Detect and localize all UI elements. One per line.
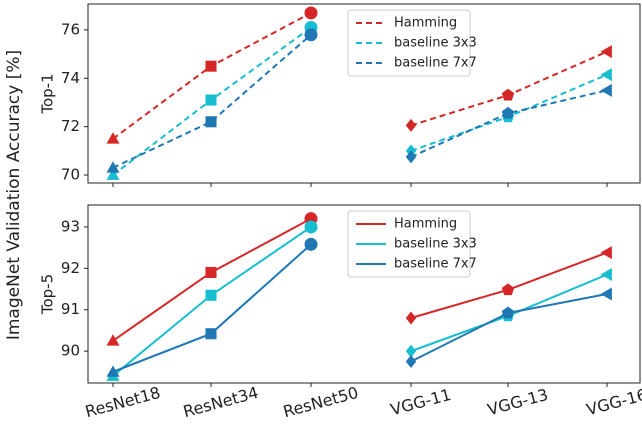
marker: [304, 6, 318, 20]
y-tick-label: 93: [61, 217, 80, 235]
marker: [205, 116, 217, 128]
y-tick-label: 70: [61, 166, 80, 184]
marker: [405, 344, 417, 358]
marker: [600, 268, 612, 282]
marker: [405, 311, 417, 325]
marker: [600, 45, 612, 59]
y-axis-title: ImageNet Validation Accuracy [%]: [4, 50, 24, 340]
marker: [304, 220, 318, 234]
marker: [106, 365, 120, 377]
legend-box: [347, 210, 471, 278]
marker: [501, 283, 515, 296]
marker: [205, 266, 217, 278]
x-tick-label: ResNet50: [281, 383, 360, 421]
marker: [600, 246, 612, 260]
legend-label: baseline 3x3: [394, 237, 477, 252]
series-line: [410, 89, 608, 158]
marker: [304, 237, 318, 251]
marker: [106, 161, 120, 173]
marker: [501, 106, 515, 119]
marker: [405, 354, 417, 368]
x-tick-label: VGG-11: [388, 385, 453, 419]
marker: [405, 150, 417, 164]
panel-ylabel: Top-1: [39, 73, 57, 114]
marker: [205, 60, 217, 72]
marker: [106, 334, 120, 346]
marker: [600, 83, 612, 97]
y-tick-label: 90: [61, 342, 80, 360]
legend-label: baseline 3x3: [394, 36, 477, 51]
series-line: [112, 226, 312, 377]
y-tick-label: 76: [61, 20, 80, 38]
legend-box: [347, 9, 471, 77]
x-tick-label: VGG-13: [485, 385, 550, 419]
marker: [106, 132, 120, 144]
legend-label: baseline 7x7: [394, 56, 477, 71]
x-tick-label: ResNet34: [181, 383, 260, 421]
panel-ylabel: Top-5: [39, 274, 57, 315]
x-tick-label: ResNet18: [83, 383, 162, 421]
series-line: [112, 217, 312, 342]
y-tick-label: 91: [61, 300, 80, 318]
marker: [600, 287, 612, 301]
plot-area: [87, 204, 641, 384]
marker: [106, 168, 120, 180]
y-tick-label: 72: [61, 117, 80, 135]
series-line: [410, 293, 608, 363]
marker: [205, 94, 217, 106]
legend-label: Hamming: [394, 16, 457, 31]
y-tick-label: 92: [61, 259, 80, 277]
plot-area: [87, 3, 641, 184]
legend-label: baseline 7x7: [394, 257, 477, 272]
marker: [600, 68, 612, 82]
marker: [501, 88, 515, 101]
marker: [205, 289, 217, 301]
legend-label: Hamming: [394, 217, 457, 232]
marker: [304, 28, 318, 42]
marker: [501, 306, 515, 319]
x-tick-label: VGG-16: [584, 385, 642, 419]
y-tick-label: 74: [61, 69, 80, 87]
marker: [205, 328, 217, 340]
marker: [405, 118, 417, 132]
